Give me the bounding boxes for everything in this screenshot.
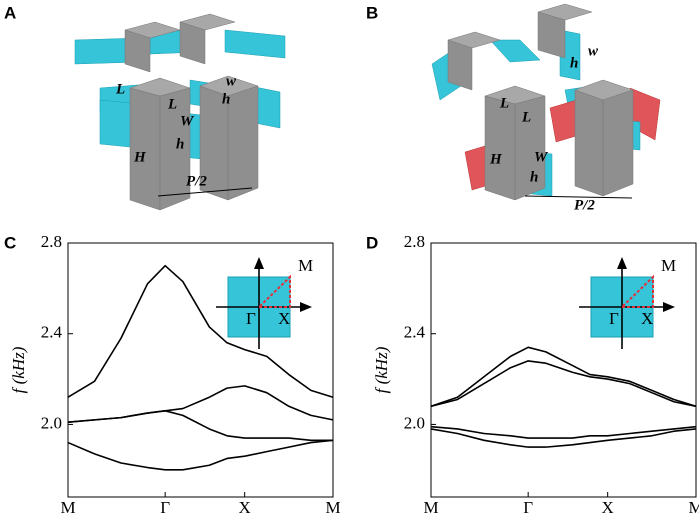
- x-tick-label: M: [60, 498, 75, 517]
- annotation: w: [588, 43, 599, 59]
- inset-label: Γ: [246, 309, 256, 328]
- annotation: H: [133, 149, 147, 165]
- inset-arrow: [663, 302, 675, 312]
- annotation: H: [489, 151, 503, 167]
- annotation: W: [534, 149, 549, 165]
- x-tick-label: M: [688, 498, 699, 517]
- inset-label: Γ: [609, 309, 619, 328]
- illustration-b: B w h L L W h H P/2: [366, 3, 661, 213]
- annotation: h: [530, 169, 538, 185]
- annotation: h: [570, 55, 578, 71]
- annotation: w: [226, 73, 237, 89]
- band-line: [67, 410, 333, 442]
- annotation: h: [222, 91, 230, 107]
- inset-arrow: [300, 302, 312, 312]
- inset-path: [619, 274, 654, 308]
- x-tick-label: Γ: [523, 498, 533, 517]
- annotation: L: [167, 96, 177, 112]
- band-line: [67, 439, 334, 471]
- y-tick-label: 2.4: [404, 323, 426, 342]
- inset-label: M: [661, 256, 676, 275]
- y-tick-label: 2.0: [41, 413, 62, 432]
- annotation: P/2: [574, 197, 595, 213]
- panel-label: D: [366, 233, 378, 252]
- band-line: [67, 385, 334, 423]
- annotation: W: [180, 113, 195, 129]
- inset-arrow: [617, 257, 627, 269]
- inset-label: M: [298, 256, 313, 275]
- chart: Cf (kHz) 2.0 2.4 2.8 M Γ X M M Γ X: [4, 232, 341, 517]
- annotation: P/2: [186, 173, 207, 189]
- panel-label: A: [4, 3, 16, 22]
- x-tick-label: M: [325, 498, 340, 517]
- inset-path: [256, 274, 291, 308]
- x-tick-label: M: [423, 498, 438, 517]
- x-tick-label: X: [239, 498, 251, 517]
- y-axis-label: f (kHz): [9, 346, 28, 393]
- band-line: [430, 425, 697, 439]
- x-tick-label: Γ: [160, 498, 170, 517]
- annotation: L: [499, 95, 509, 111]
- band-line: [430, 428, 697, 448]
- band-line: [430, 346, 697, 408]
- plot-frame: [67, 242, 334, 498]
- y-tick-label: 2.0: [404, 413, 425, 432]
- inset-label: X: [278, 309, 290, 328]
- x-tick-label: X: [602, 498, 614, 517]
- y-axis-label: f (kHz): [372, 346, 391, 393]
- band-line: [67, 264, 334, 398]
- inset-arrow: [254, 257, 264, 269]
- inset-label: X: [641, 309, 653, 328]
- band-line: [430, 360, 697, 408]
- y-tick-label: 2.8: [41, 232, 62, 251]
- illustration-a: A L L w h W h H P/2: [4, 3, 286, 211]
- annotation: h: [176, 136, 184, 152]
- chart: Df (kHz) 2.0 2.4 2.8 M Γ X M M Γ X: [366, 232, 699, 517]
- y-tick-label: 2.8: [404, 232, 425, 251]
- plot-frame: [430, 242, 697, 498]
- annotation: L: [115, 81, 125, 97]
- panel-label: C: [4, 233, 16, 252]
- y-tick-label: 2.4: [41, 323, 63, 342]
- annotation: L: [521, 109, 531, 125]
- panel-label: B: [366, 3, 378, 22]
